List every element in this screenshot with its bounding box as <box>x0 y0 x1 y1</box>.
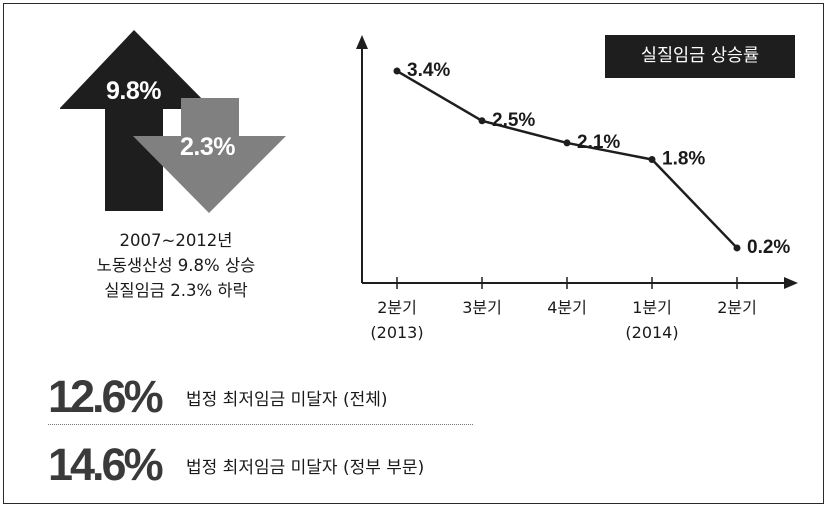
caption-line-2: 노동생산성 9.8% 상승 <box>60 253 292 278</box>
chart-title-box: 실질임금 상승률 <box>605 35 795 78</box>
x-tick-label-year: (2014) <box>625 323 678 342</box>
x-tick-label: 2분기 <box>717 298 757 317</box>
stat-value-government: 14.6% <box>48 439 178 491</box>
y-axis-arrowhead <box>356 35 368 49</box>
x-tick-label: 3분기 <box>462 298 502 317</box>
data-point <box>734 244 741 251</box>
data-point <box>564 139 571 146</box>
arrows-svg <box>60 30 290 220</box>
caption-line-1: 2007~2012년 <box>60 228 292 253</box>
x-tick-label: 2분기 <box>377 298 417 317</box>
up-arrow-value: 9.8% <box>106 77 161 106</box>
data-label: 0.2% <box>747 237 790 258</box>
line-chart: 2분기 (2013) 3분기 4분기 1분기 (2014) 2분기 3.4% 2.5% 2.1% 1… <box>340 30 810 350</box>
down-arrow-value: 2.3% <box>180 133 235 162</box>
data-label: 2.1% <box>577 132 620 153</box>
x-tick-label: 1분기 <box>632 298 672 317</box>
data-label: 1.8% <box>662 149 705 170</box>
stat-label-government: 법정 최저임금 미달자 (정부 부문) <box>186 453 424 478</box>
arrows-caption: 2007~2012년 노동생산성 9.8% 상승 실질임금 2.3% 하락 <box>60 228 292 303</box>
stat-row-government: 14.6% 법정 최저임금 미달자 (정부 부문) <box>48 440 424 490</box>
stat-row-total: 12.6% 법정 최저임금 미달자 (전체) <box>48 372 388 422</box>
stat-value-total: 12.6% <box>48 371 178 423</box>
stat-divider <box>48 424 473 425</box>
data-point <box>394 68 401 75</box>
data-point <box>479 117 486 124</box>
arrows-graphic: 9.8% 2.3% <box>60 30 290 220</box>
stat-label-total: 법정 최저임금 미달자 (전체) <box>186 385 388 410</box>
caption-line-3: 실질임금 2.3% 하락 <box>60 278 292 303</box>
data-label: 3.4% <box>407 60 450 81</box>
data-point <box>649 156 656 163</box>
x-tick-label-year: (2013) <box>370 323 423 342</box>
x-tick-label: 4분기 <box>547 298 587 317</box>
data-label: 2.5% <box>492 110 535 131</box>
x-axis-arrowhead <box>784 277 798 289</box>
